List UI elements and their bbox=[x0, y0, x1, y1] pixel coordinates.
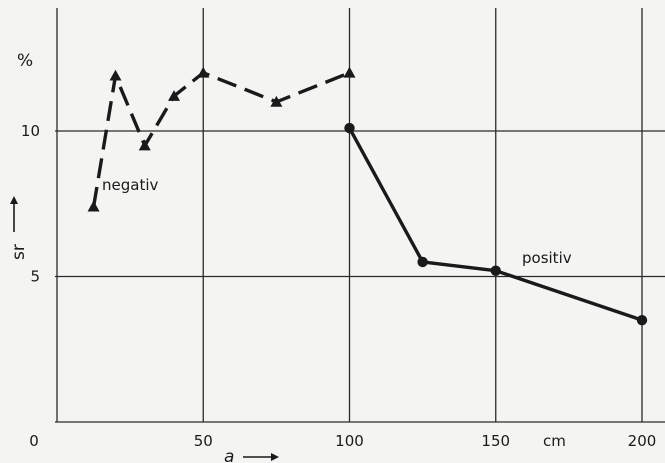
grid bbox=[55, 8, 665, 423]
y-tick-label-5: 5 bbox=[30, 268, 40, 286]
series-label-positiv: positiv bbox=[522, 249, 572, 267]
y-tick-label-10: 10 bbox=[21, 122, 40, 140]
point-negativ-0 bbox=[87, 200, 100, 212]
point-negativ-1 bbox=[109, 69, 122, 81]
x-tick-label-0: 0 bbox=[29, 432, 39, 450]
y-unit-label: % bbox=[17, 51, 33, 71]
point-negativ-6 bbox=[343, 66, 356, 78]
x-axis-label: a bbox=[224, 447, 234, 463]
y-axis-label: sr bbox=[9, 244, 29, 260]
series-line-positiv bbox=[348, 127, 643, 322]
point-negativ-4 bbox=[197, 66, 210, 78]
tick-labels: 0 50 100 150 200 5 10 bbox=[21, 122, 656, 450]
x-tick-label-150: 150 bbox=[481, 432, 510, 450]
point-positiv-3 bbox=[636, 314, 648, 326]
x-tick-label-100: 100 bbox=[335, 432, 364, 450]
markers bbox=[87, 66, 648, 326]
point-positiv-0 bbox=[344, 122, 355, 134]
x-tick-label-200: 200 bbox=[628, 432, 657, 450]
x-tick-label-50: 50 bbox=[194, 432, 213, 450]
point-negativ-5 bbox=[270, 95, 283, 107]
point-positiv-2 bbox=[490, 265, 501, 276]
point-negativ-3 bbox=[168, 90, 180, 101]
point-positiv-1 bbox=[417, 256, 428, 268]
y-axis-label-group: sr bbox=[9, 244, 29, 260]
x-axis-arrow-icon bbox=[243, 453, 279, 461]
point-negativ-2 bbox=[138, 139, 151, 151]
y-axis-arrow-icon bbox=[10, 196, 18, 232]
series-label-negativ: negativ bbox=[102, 176, 158, 194]
series bbox=[91, 71, 643, 322]
x-unit-label: cm bbox=[543, 432, 566, 450]
